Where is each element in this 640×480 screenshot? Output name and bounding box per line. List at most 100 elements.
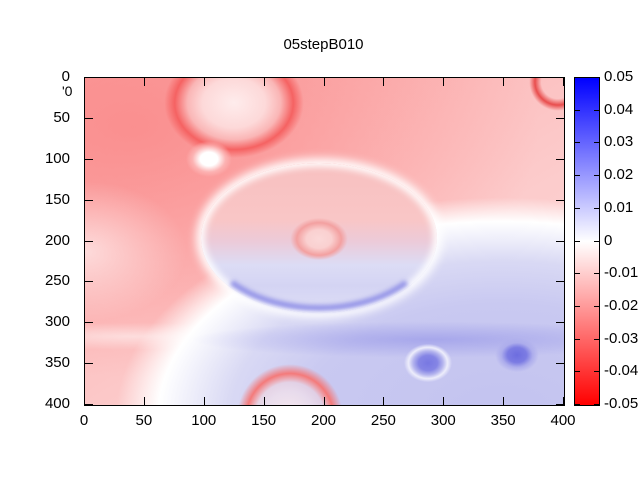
heatmap-large-oval-bottom-rim — [203, 165, 435, 311]
x-tick-mark — [84, 78, 85, 86]
colorbar-tick-mark — [594, 142, 599, 144]
y-tick-label: 250 — [44, 272, 70, 290]
y-tick-mark — [85, 363, 93, 365]
y-tick-mark — [85, 322, 93, 324]
y-tick-label: 200 — [44, 231, 70, 249]
y-tick-mark — [556, 77, 564, 78]
y-tick-label: 400 — [44, 395, 70, 412]
heatmap-white-spot — [186, 141, 232, 177]
y-tick-mark — [85, 404, 93, 405]
y-tick-mark — [85, 281, 93, 283]
y-tick-mark — [85, 199, 93, 201]
y-tick-mark — [556, 158, 564, 160]
heatmap-plot — [84, 77, 565, 406]
legend-key-label: '0 — [62, 83, 73, 99]
x-tick-mark — [563, 397, 564, 405]
x-tick-mark — [503, 397, 505, 405]
x-tick-mark — [263, 397, 265, 405]
y-axis-labels: 0 50 100 150 200 250 300 350 400 — [0, 68, 77, 412]
colorbar-tick-mark — [575, 404, 580, 405]
colorbar-tick-label: 0.03 — [604, 133, 634, 151]
colorbar-tick-label: -0.01 — [604, 264, 639, 282]
heatmap-blue-spot-right — [494, 337, 540, 373]
y-tick-mark — [556, 322, 564, 324]
colorbar-tick-mark — [575, 109, 580, 111]
y-tick-label: 150 — [44, 190, 70, 208]
x-tick-label: 100 — [191, 412, 217, 429]
y-tick-label: 0 — [61, 68, 70, 85]
heatmap-blue-spot-left — [403, 343, 453, 383]
x-tick-label: 200 — [310, 412, 337, 429]
y-tick-mark — [85, 77, 93, 78]
x-tick-mark — [503, 78, 505, 86]
y-tick-mark — [85, 117, 93, 119]
heatmap-red-ring-bubble — [159, 78, 309, 162]
x-tick-mark — [143, 397, 145, 405]
colorbar-tick-label: 0.04 — [604, 100, 634, 118]
y-tick-mark — [556, 281, 564, 283]
heatmap-center-ring-spot — [289, 217, 349, 261]
colorbar-tick-mark — [594, 404, 599, 405]
x-tick-mark — [383, 397, 385, 405]
colorbar-tick-mark — [594, 371, 599, 373]
colorbar-tick-label: 0.01 — [604, 198, 634, 216]
y-tick-label: 350 — [44, 354, 70, 372]
x-tick-label: 300 — [430, 412, 456, 429]
x-tick-mark — [203, 78, 205, 86]
x-tick-label: 50 — [135, 412, 153, 429]
colorbar-tick-mark — [594, 338, 599, 340]
x-tick-mark — [443, 78, 445, 86]
colorbar-tick-label: 0 — [604, 231, 613, 249]
colorbar-tick-mark — [575, 305, 580, 307]
x-tick-mark — [563, 78, 564, 86]
y-tick-mark — [556, 363, 564, 365]
x-tick-label: 250 — [370, 412, 396, 429]
colorbar-tick-mark — [575, 371, 580, 373]
y-tick-mark — [556, 240, 564, 242]
colorbar-tick-label: -0.03 — [604, 329, 639, 347]
colorbar-tick-mark — [575, 273, 580, 275]
colorbar-tick-mark — [594, 273, 599, 275]
x-tick-mark — [443, 397, 445, 405]
colorbar-tick-mark — [594, 77, 599, 78]
y-tick-mark — [556, 199, 564, 201]
x-tick-label: 400 — [550, 412, 576, 429]
colorbar-tick-mark — [594, 207, 599, 209]
colorbar-tick-mark — [575, 142, 580, 144]
colorbar-tick-mark — [575, 77, 580, 78]
colorbar-tick-label: -0.02 — [604, 296, 639, 314]
y-tick-mark — [85, 240, 93, 242]
colorbar-tick-mark — [575, 207, 580, 209]
x-tick-mark — [323, 78, 325, 86]
heatmap-corner-red-arc — [526, 78, 564, 114]
y-tick-mark — [556, 117, 564, 119]
colorbar-tick-label: 0.05 — [604, 68, 634, 85]
colorbar — [574, 77, 600, 406]
x-tick-mark — [383, 78, 385, 86]
x-tick-mark — [203, 397, 205, 405]
colorbar-tick-mark — [575, 338, 580, 340]
x-tick-label: 0 — [79, 412, 89, 429]
x-axis-labels: 0 50 100 150 200 250 300 350 400 — [80, 412, 576, 432]
colorbar-tick-mark — [575, 240, 580, 242]
y-tick-label: 300 — [44, 313, 70, 331]
x-tick-mark — [263, 78, 265, 86]
y-tick-mark — [85, 158, 93, 160]
y-tick-label: 50 — [53, 108, 70, 126]
colorbar-tick-label: -0.05 — [604, 395, 639, 412]
y-tick-label: 100 — [44, 149, 70, 167]
heatmap-bottom-red-arc — [227, 354, 353, 405]
colorbar-tick-mark — [594, 175, 599, 177]
colorbar-tick-mark — [594, 109, 599, 111]
colorbar-tick-label: 0.02 — [604, 166, 634, 184]
colorbar-tick-mark — [594, 240, 599, 242]
plot-title: 05stepB010 — [283, 36, 364, 53]
x-tick-mark — [143, 78, 145, 86]
colorbar-labels: 0.05 0.04 0.03 0.02 0.01 0 -0.01 -0.02 -0.03 -0.0… — [604, 68, 640, 412]
colorbar-tick-mark — [594, 305, 599, 307]
colorbar-tick-label: -0.04 — [604, 362, 639, 380]
x-tick-label: 150 — [251, 412, 277, 429]
colorbar-tick-mark — [575, 175, 580, 177]
x-tick-label: 350 — [490, 412, 516, 429]
